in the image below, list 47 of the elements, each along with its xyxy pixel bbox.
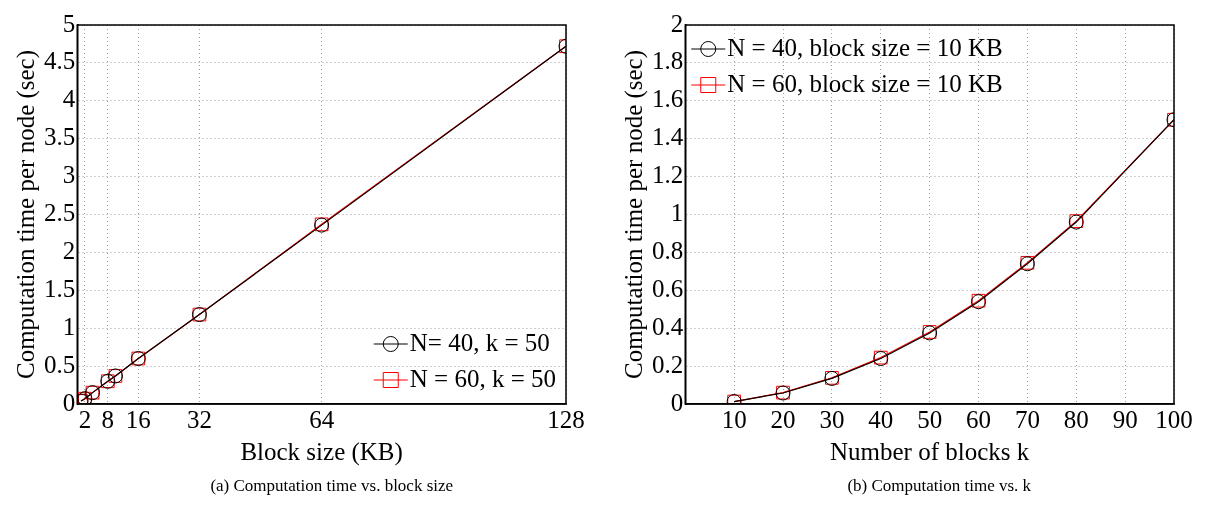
y-tick-label: 2 — [670, 9, 683, 37]
y-tick-label: 0.8 — [651, 236, 683, 264]
y-tick-label: 0.2 — [651, 350, 683, 378]
text: (b) Computation time vs. k — [846, 476, 1033, 496]
x-tick-label: 30 — [818, 405, 844, 433]
y-tick-label: 2 — [62, 236, 76, 264]
y-tick-label: 0 — [62, 388, 76, 416]
y-axis-title: Computation time per node (sec) — [619, 49, 648, 380]
x-tick-label: 70 — [1014, 405, 1040, 433]
x-tick-label: 50 — [916, 405, 942, 433]
x-tick-label: 10 — [721, 405, 747, 433]
y-tick-label: 0.6 — [651, 274, 683, 302]
x-axis-title: Number of blocks k — [829, 437, 1030, 465]
y-tick-label: 3.5 — [44, 123, 76, 151]
x-tick-label: 80 — [1063, 405, 1089, 433]
x-tick-label: 32 — [186, 405, 212, 433]
x-tick-label: 64 — [309, 405, 335, 433]
y-tick-label: 1.8 — [651, 47, 683, 75]
x-tick-label: 60 — [965, 405, 991, 433]
x-tick-label: 90 — [1112, 405, 1138, 433]
x-axis-title: Block size (KB) — [240, 437, 403, 466]
text: (a) Computation time vs. block size — [209, 476, 455, 496]
y-tick-label: 0.5 — [44, 350, 76, 378]
x-tick-label: 8 — [101, 405, 115, 433]
y-tick-label: 1.5 — [44, 274, 76, 302]
y-tick-label: 5 — [62, 9, 76, 37]
legend-label: N = 60, k = 50 — [409, 364, 557, 392]
y-tick-label: 4 — [62, 85, 76, 113]
y-tick-label: 0 — [670, 388, 683, 416]
y-tick-label: 4.5 — [44, 47, 76, 75]
x-tick-label: 20 — [770, 405, 795, 433]
legend-label: N = 60, block size = 10 KB — [726, 69, 1003, 97]
y-tick-label: 2.5 — [44, 199, 76, 227]
y-axis-title: Computation time per node (sec) — [11, 49, 40, 380]
y-tick-label: 1 — [670, 199, 683, 227]
y-tick-label: 0.4 — [651, 312, 684, 340]
legend-label: N= 40, k = 50 — [409, 328, 550, 356]
y-tick-label: 1 — [62, 312, 76, 340]
y-tick-label: 1.6 — [651, 85, 683, 113]
y-tick-label: 1.4 — [651, 123, 684, 151]
x-tick-label: 128 — [547, 405, 585, 433]
x-tick-label: 100 — [1154, 405, 1193, 433]
y-tick-label: 3 — [62, 161, 76, 189]
legend-label: N = 40, block size = 10 KB — [726, 33, 1003, 61]
y-tick-label: 1.2 — [651, 161, 683, 189]
x-tick-label: 40 — [867, 405, 893, 433]
x-tick-label: 16 — [125, 405, 151, 433]
